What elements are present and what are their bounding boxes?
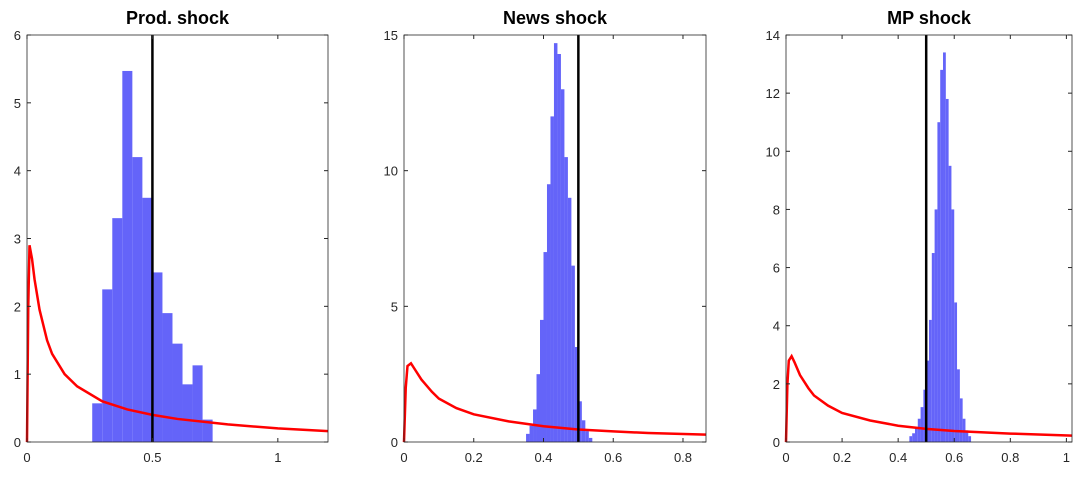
histogram-bar [585,431,589,442]
x-tick-label: 0.2 [833,450,851,465]
histogram-bar [578,401,582,442]
x-tick-label: 1 [274,450,281,465]
histogram-bar [943,52,946,442]
histogram-bar [112,218,123,442]
y-tick-label: 6 [773,261,780,276]
histogram-bar [588,437,593,442]
histogram-bar [574,347,579,442]
histogram-bar [543,252,547,442]
x-tick-label: 0.8 [1001,450,1019,465]
histogram-bar [546,184,551,442]
x-tick-label: 0.2 [465,450,483,465]
x-tick-label: 0.4 [889,450,907,465]
x-tick-label: 0.6 [945,450,963,465]
histogram-bar [142,197,153,442]
x-tick-label: 0 [782,450,789,465]
histogram-bar [571,265,575,442]
y-tick-label: 12 [766,86,780,101]
histogram-bar [951,209,955,442]
x-tick-label: 0.5 [143,450,161,465]
histogram-bar [567,197,572,442]
histogram-bar [917,418,921,442]
histogram-bar [202,419,213,442]
y-tick-label: 14 [766,28,780,43]
histogram-bar [959,398,963,442]
histogram-bar [560,89,565,443]
density-line [784,353,1073,443]
x-tick-label: 0.8 [674,450,692,465]
histogram-bar [940,69,944,442]
chart-title: MP shock [887,8,972,28]
histogram-bar [102,289,113,442]
y-tick-label: 5 [391,299,398,314]
histogram-bar [968,436,972,442]
y-tick-label: 0 [773,435,780,450]
histogram-bar [526,433,530,442]
x-tick-label: 0 [400,450,407,465]
y-tick-label: 0 [14,435,21,450]
histogram-bar [909,436,913,442]
histogram-bar [536,374,541,442]
y-tick-label: 10 [384,164,398,179]
histogram-bar [122,70,133,443]
y-tick-label: 5 [14,96,21,111]
histogram-bar [920,407,924,442]
x-tick-label: 0 [23,450,30,465]
y-tick-label: 2 [773,377,780,392]
histogram-bar [954,302,958,442]
y-tick-label: 10 [766,144,780,159]
histogram-bar [926,360,929,442]
axes-box [785,34,1073,443]
histogram-bar [929,319,932,442]
y-tick-label: 8 [773,202,780,217]
x-tick-label: 0.6 [604,450,622,465]
histogram-bar [937,122,941,442]
histogram-bar [172,343,183,442]
histogram-bar [912,433,915,442]
y-tick-label: 15 [384,28,398,43]
y-tick-label: 4 [773,319,780,334]
histogram-bar [540,319,544,442]
density-line [25,245,329,443]
histogram-bar [945,98,949,442]
y-tick-label: 4 [14,164,21,179]
histogram-bar [931,253,935,442]
y-tick-label: 0 [391,435,398,450]
histogram-bar [957,369,960,442]
y-tick-label: 2 [14,299,21,314]
chart-title: News shock [503,8,608,28]
x-tick-label: 1 [1063,450,1070,465]
y-tick-label: 6 [14,28,21,43]
histogram-bar [934,209,938,442]
histogram-bar [92,403,103,442]
histogram-bar [152,272,163,442]
histogram-bar [550,116,554,443]
x-tick-label: 0.4 [534,450,552,465]
histogram-bar [914,427,918,442]
axes-box [403,34,707,443]
y-tick-label: 3 [14,232,21,247]
histogram-bar [965,430,969,442]
histogram-bar [132,157,143,442]
chart-title: Prod. shock [126,8,230,28]
histogram-bar [182,384,193,442]
histogram-bar [557,53,561,442]
histogram-bar [923,389,927,442]
density-line [402,361,707,443]
histogram-bar [529,425,534,442]
histogram-bar [162,313,173,442]
histogram-bar [581,420,586,442]
histogram-bar [553,43,558,442]
histogram-bar [192,365,203,442]
histogram-bar [948,165,952,443]
histogram-bar [564,157,568,442]
y-tick-label: 1 [14,367,21,382]
